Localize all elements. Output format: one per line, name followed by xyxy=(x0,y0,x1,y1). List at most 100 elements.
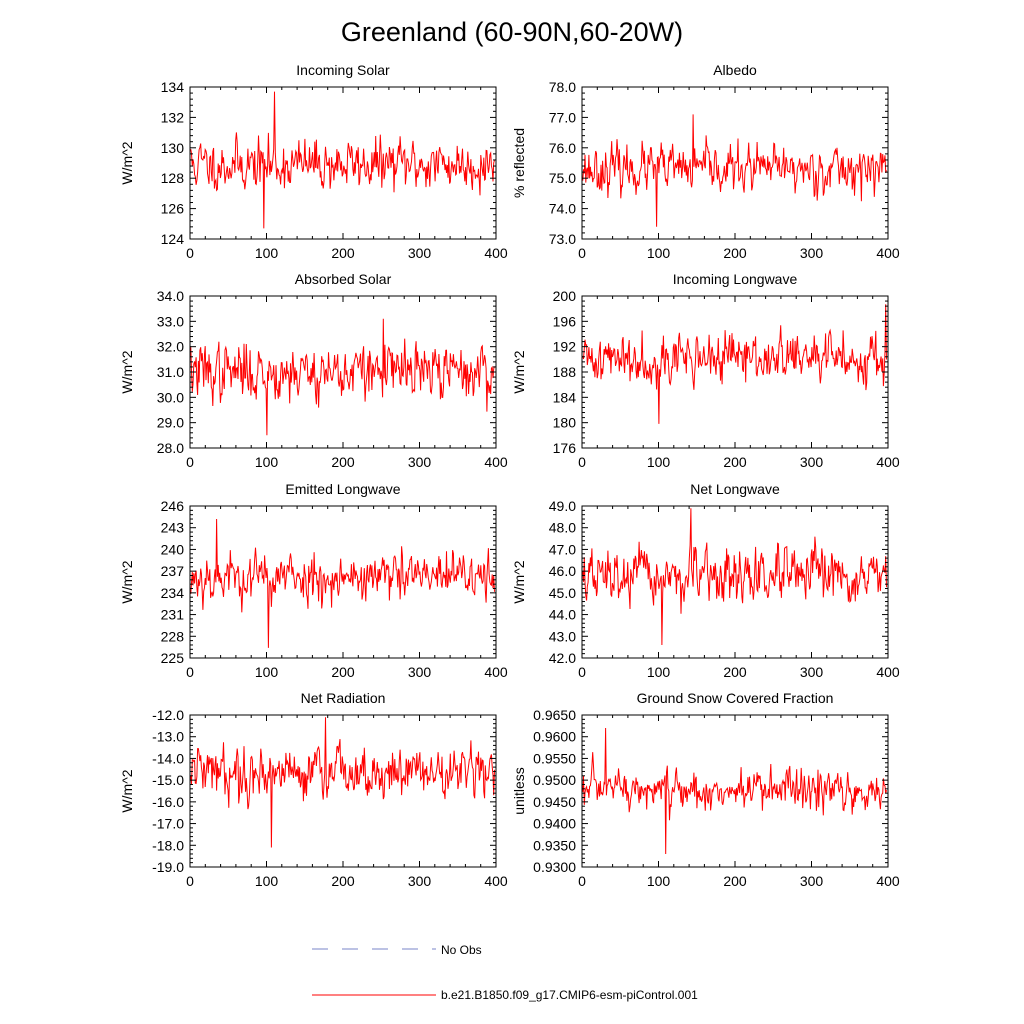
x-tick-label: 400 xyxy=(484,454,508,470)
x-tick-label: 400 xyxy=(484,245,508,261)
y-tick-label: -14.0 xyxy=(152,750,184,766)
x-tick-label: 400 xyxy=(876,454,900,470)
x-tick-label: 100 xyxy=(647,873,671,889)
y-tick-label: 42.0 xyxy=(549,650,576,666)
y-tick-label: 196 xyxy=(553,313,577,329)
y-tick-label: -17.0 xyxy=(152,816,184,832)
x-tick-label: 0 xyxy=(578,245,586,261)
series-line xyxy=(190,717,495,848)
y-axis-label: W/m^2 xyxy=(119,350,135,393)
series-line xyxy=(190,91,495,229)
chart-title: Incoming Solar xyxy=(296,62,390,78)
x-tick-label: 300 xyxy=(408,873,432,889)
chart-panel: Ground Snow Covered Fraction unitless 0 100… xyxy=(511,690,900,889)
y-tick-label: 124 xyxy=(161,231,185,247)
y-tick-label: 31.0 xyxy=(157,364,184,380)
x-tick-label: 300 xyxy=(408,454,432,470)
y-tick-label: 44.0 xyxy=(549,607,576,623)
plot-frame xyxy=(581,295,889,449)
y-tick-label: 46.0 xyxy=(549,563,576,579)
y-tick-label: 78.0 xyxy=(549,79,576,95)
y-tick-label: 75.0 xyxy=(549,170,576,186)
y-tick-label: 28.0 xyxy=(157,440,184,456)
y-axis-label: W/m^2 xyxy=(119,560,135,603)
y-tick-label: 0.9500 xyxy=(533,772,576,788)
y-tick-label: 0.9650 xyxy=(533,707,576,723)
x-tick-label: 100 xyxy=(255,873,279,889)
y-tick-label: 126 xyxy=(161,201,185,217)
legend-model-label: b.e21.B1850.f09_g17.CMIP6-esm-piControl.… xyxy=(441,988,698,1002)
y-tick-label: 30.0 xyxy=(157,389,184,405)
y-tick-label: 47.0 xyxy=(549,541,576,557)
y-tick-label: 192 xyxy=(553,339,577,355)
x-tick-label: 200 xyxy=(331,873,355,889)
x-tick-label: 400 xyxy=(876,245,900,261)
x-tick-label: 0 xyxy=(578,873,586,889)
x-tick-label: 200 xyxy=(331,454,355,470)
chart-title: Ground Snow Covered Fraction xyxy=(637,690,834,706)
chart-panel: Absorbed Solar W/m^2 0 100 200 300 400 28.0 29.0… xyxy=(119,271,508,470)
legend-no-obs-label: No Obs xyxy=(441,943,482,957)
chart-title: Absorbed Solar xyxy=(295,271,392,287)
x-tick-label: 400 xyxy=(876,664,900,680)
y-tick-label: 0.9400 xyxy=(533,816,576,832)
x-tick-label: 200 xyxy=(723,454,747,470)
plot-frame xyxy=(189,714,497,868)
y-tick-label: 29.0 xyxy=(157,415,184,431)
x-tick-label: 0 xyxy=(578,454,586,470)
y-axis-label: W/m^2 xyxy=(511,560,527,603)
y-axis-label: % reflected xyxy=(511,128,527,198)
legend: No Obs b.e21.B1850.f09_g17.CMIP6-esm-piC… xyxy=(312,943,698,1002)
x-tick-label: 0 xyxy=(186,873,194,889)
x-tick-label: 400 xyxy=(876,873,900,889)
y-tick-label: 128 xyxy=(161,170,185,186)
chart-panel: Net Longwave W/m^2 0 100 200 300 400 42.0 43.0 44… xyxy=(511,481,900,680)
y-tick-label: 33.0 xyxy=(157,313,184,329)
y-tick-label: -15.0 xyxy=(152,772,184,788)
chart-panel: Net Radiation W/m^2 0 100 200 300 400 -19.0 -18.… xyxy=(119,690,508,889)
x-tick-label: 200 xyxy=(723,873,747,889)
chart-panel: Incoming Longwave W/m^2 0 100 200 300 400 176 18… xyxy=(511,271,900,470)
y-tick-label: 73.0 xyxy=(549,231,576,247)
chart-title: Net Radiation xyxy=(301,690,386,706)
panel-grid: Incoming Solar W/m^2 0 100 200 300 400 124 126 12… xyxy=(119,62,900,889)
x-tick-label: 300 xyxy=(800,664,824,680)
y-tick-label: -12.0 xyxy=(152,707,184,723)
x-tick-label: 200 xyxy=(331,245,355,261)
x-tick-label: 300 xyxy=(408,664,432,680)
y-tick-label: 176 xyxy=(553,440,577,456)
series-line xyxy=(190,318,495,436)
y-tick-label: 180 xyxy=(553,415,577,431)
y-tick-label: 45.0 xyxy=(549,585,576,601)
figure-title: Greenland (60-90N,60-20W) xyxy=(341,17,683,47)
y-tick-label: 34.0 xyxy=(157,288,184,304)
y-tick-label: 43.0 xyxy=(549,628,576,644)
x-tick-label: 0 xyxy=(186,454,194,470)
x-tick-label: 400 xyxy=(484,873,508,889)
y-tick-label: 130 xyxy=(161,140,185,156)
x-tick-label: 100 xyxy=(255,454,279,470)
y-axis-label: W/m^2 xyxy=(119,141,135,184)
y-tick-label: 200 xyxy=(553,288,577,304)
x-tick-label: 300 xyxy=(800,454,824,470)
x-tick-label: 100 xyxy=(647,454,671,470)
chart-title: Emitted Longwave xyxy=(285,481,400,497)
x-tick-label: 0 xyxy=(186,245,194,261)
y-tick-label: 188 xyxy=(553,364,577,380)
y-tick-label: -13.0 xyxy=(152,729,184,745)
x-tick-label: 400 xyxy=(484,664,508,680)
series-line xyxy=(190,518,495,648)
y-tick-label: 32.0 xyxy=(157,339,184,355)
y-tick-label: 74.0 xyxy=(549,201,576,217)
y-tick-label: -18.0 xyxy=(152,837,184,853)
y-tick-label: 184 xyxy=(553,389,577,405)
x-tick-label: 200 xyxy=(723,664,747,680)
y-tick-label: 0.9450 xyxy=(533,794,576,810)
y-tick-label: 234 xyxy=(161,585,185,601)
series-line xyxy=(582,508,887,646)
series-line xyxy=(582,114,887,227)
y-tick-label: 246 xyxy=(161,498,185,514)
x-tick-label: 200 xyxy=(723,245,747,261)
y-tick-label: 225 xyxy=(161,650,185,666)
